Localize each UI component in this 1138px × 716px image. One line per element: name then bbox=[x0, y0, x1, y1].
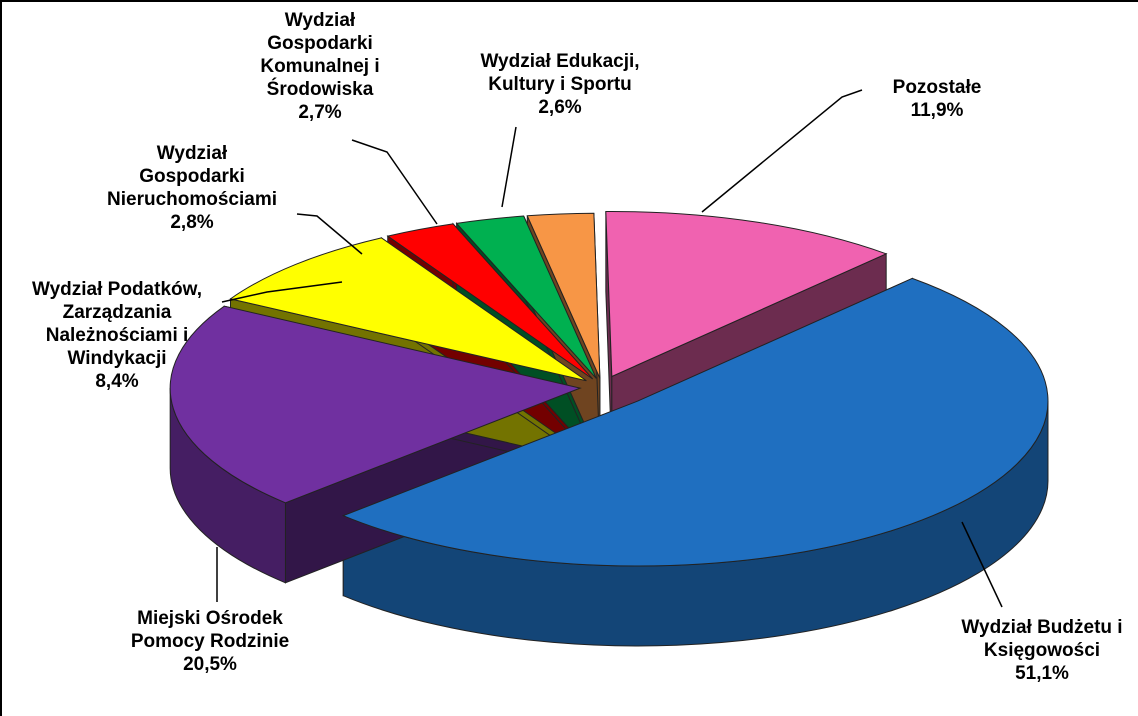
slice bbox=[526, 212, 601, 379]
category-label: Wydział Budżetu i Księgowości bbox=[961, 617, 1123, 661]
value-label: 20,5% bbox=[183, 654, 237, 675]
value-label: 2,8% bbox=[170, 212, 214, 233]
slice bbox=[229, 237, 587, 382]
value-label: 51,1% bbox=[1015, 663, 1069, 684]
category-label: Wydział Gospodarki Komunalnej i Środowis… bbox=[260, 10, 380, 100]
leader-line bbox=[296, 213, 363, 255]
slice-label: Miejski Ośrodek Pomocy Rodzinie 20,5% bbox=[80, 607, 340, 676]
slice-label: Wydział Podatków, Zarządzania Należności… bbox=[2, 278, 247, 393]
leader-line bbox=[351, 139, 438, 225]
slice-label: Wydział Edukacji, Kultury i Sportu 2,6% bbox=[430, 50, 690, 119]
category-label: Pozostałe bbox=[892, 77, 982, 98]
category-label: Wydział Gospodarki Nieruchomościami bbox=[107, 143, 277, 210]
category-label: Miejski Ośrodek Pomocy Rodzinie bbox=[130, 608, 290, 652]
leader-line bbox=[501, 126, 517, 208]
value-label: 2,6% bbox=[538, 97, 582, 118]
slice-label: Pozostałe 11,9% bbox=[807, 76, 1067, 122]
category-label: Wydział Podatków, Zarządzania Należności… bbox=[32, 279, 202, 369]
slice-label: Wydział Gospodarki Komunalnej i Środowis… bbox=[190, 9, 450, 124]
slice-label: Wydział Budżetu i Księgowości 51,1% bbox=[912, 616, 1138, 685]
leader-line bbox=[221, 281, 343, 303]
leader-line bbox=[701, 89, 863, 213]
slice bbox=[605, 210, 888, 378]
leader-line bbox=[961, 521, 1003, 608]
value-label: 8,4% bbox=[95, 371, 139, 392]
value-label: 2,7% bbox=[298, 102, 342, 123]
value-label: 11,9% bbox=[910, 100, 964, 121]
slice-label: Wydział Gospodarki Nieruchomościami 2,8% bbox=[62, 142, 322, 234]
slice bbox=[455, 215, 597, 379]
slice bbox=[386, 223, 594, 380]
slice bbox=[169, 305, 582, 504]
category-label: Wydział Edukacji, Kultury i Sportu bbox=[480, 51, 640, 95]
slice bbox=[341, 277, 1049, 567]
